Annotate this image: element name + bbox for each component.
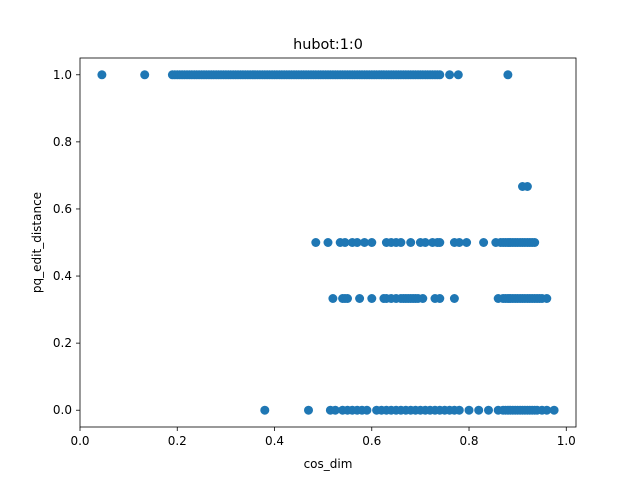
x-axis-ticks: 0.0 0.2 0.4 0.6 0.8 1.0: [70, 427, 576, 448]
chart-title: hubot:1:0: [293, 37, 363, 53]
data-point: [360, 238, 369, 247]
data-point: [435, 70, 445, 80]
plot-frame: [79, 57, 577, 428]
data-point: [549, 405, 559, 415]
data-point: [418, 294, 428, 303]
x-tick-label: 0.8: [459, 434, 478, 448]
data-point: [530, 238, 540, 247]
data-point: [330, 405, 340, 415]
data-point: [435, 238, 445, 247]
y-axis-label: pq_edit_distance: [30, 192, 44, 293]
data-point: [323, 238, 333, 247]
data-point: [453, 70, 463, 80]
y-tick-label: 0.8: [53, 135, 72, 149]
y-tick-label: 0.4: [53, 269, 72, 283]
y-tick-label: 0.0: [53, 403, 72, 417]
x-axis-label: cos_dim: [304, 457, 353, 471]
data-point: [304, 405, 313, 415]
data-point: [362, 405, 372, 415]
y-tick-label: 0.2: [53, 336, 72, 350]
x-tick-label: 0.2: [168, 434, 187, 448]
x-tick-label: 1.0: [557, 434, 576, 448]
x-tick-label: 0.6: [362, 434, 381, 448]
data-point: [449, 294, 459, 303]
y-axis-ticks: 0.0 0.2 0.4 0.6 0.8 1.0: [53, 68, 80, 417]
data-point: [474, 405, 484, 415]
data-point: [367, 294, 377, 303]
x-tick-label: 0.0: [70, 434, 89, 448]
data-point: [542, 405, 552, 415]
data-point: [503, 70, 513, 80]
data-point: [367, 238, 377, 247]
y-tick-label: 0.6: [53, 202, 72, 216]
data-point: [542, 294, 552, 303]
x-tick-label: 0.4: [265, 434, 284, 448]
data-point: [522, 182, 532, 191]
data-point: [340, 238, 350, 247]
data-point: [352, 238, 362, 247]
data-point: [328, 294, 338, 303]
y-tick-label: 1.0: [53, 68, 72, 82]
data-point: [420, 238, 430, 247]
data-points: [97, 70, 559, 415]
data-point: [140, 70, 150, 80]
data-point: [454, 405, 464, 415]
data-point: [479, 238, 489, 247]
data-point: [343, 294, 352, 303]
data-point: [396, 238, 406, 247]
data-point: [355, 294, 365, 303]
data-point: [462, 238, 472, 247]
data-point: [97, 70, 107, 80]
data-point: [445, 70, 455, 80]
data-point: [435, 294, 445, 303]
data-point: [484, 405, 493, 415]
data-point: [406, 238, 416, 247]
data-point: [454, 238, 464, 247]
data-point: [311, 238, 321, 247]
data-point: [260, 405, 270, 415]
data-point: [464, 405, 474, 415]
